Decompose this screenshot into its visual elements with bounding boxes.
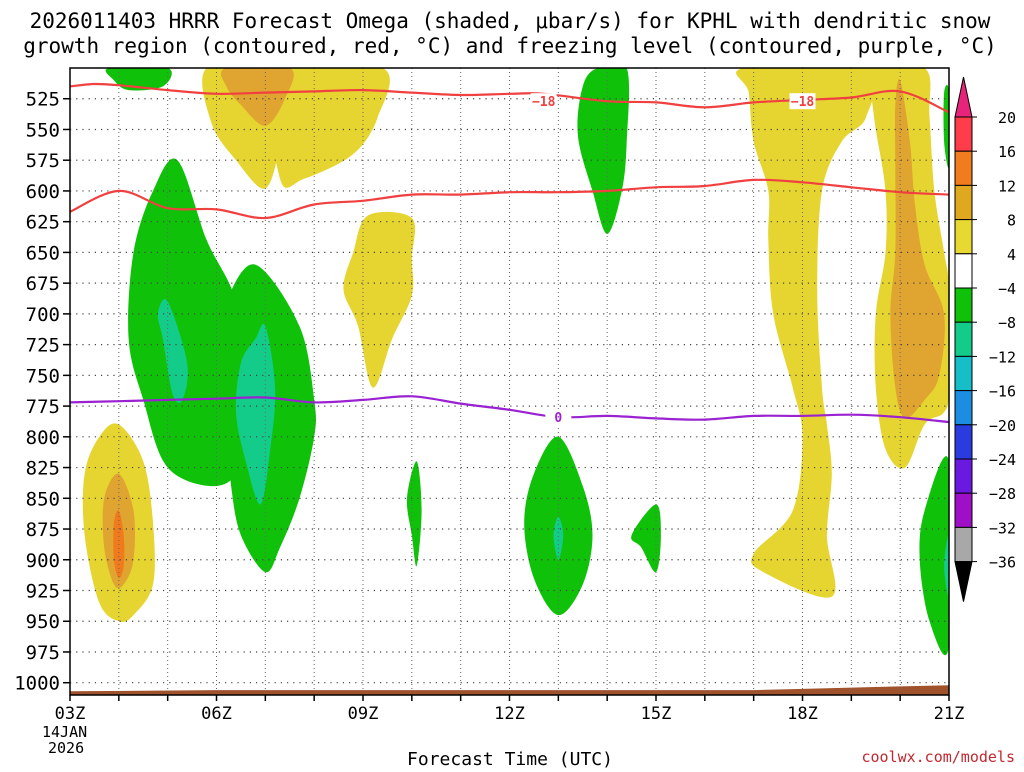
colorbar-segment [954, 219, 973, 255]
colorbar-segment [954, 390, 973, 426]
teal-05z [157, 299, 188, 403]
y-tick-label: 700 [26, 304, 60, 326]
green-14z [577, 68, 630, 234]
y-tick-label: 575 [26, 150, 60, 172]
x-tick-label: 18Z [787, 704, 818, 724]
contour-label: 0 [554, 411, 562, 426]
omega-shading [82, 68, 949, 656]
colorbar-segment [954, 150, 973, 186]
x-axis: 03Z 06Z 09Z 12Z 15Z 18Z 21Z [55, 695, 965, 724]
terrain-surface [70, 685, 949, 695]
colorbar-segment [954, 184, 973, 221]
colorbar-label: −16 [989, 383, 1016, 401]
colorbar-segment [954, 287, 973, 323]
contour-label: −18 [532, 95, 556, 110]
colorbar-segment [954, 321, 973, 357]
colorbar-under-arrow [954, 561, 973, 602]
colorbar-segment [954, 424, 973, 460]
colorbar: 20 16 12 8 4 −4 −8 −12 −16 −20 −24 −28 −32 −36 [954, 76, 1016, 602]
colorbar-label: 12 [998, 177, 1016, 195]
teal-21z-low [944, 534, 949, 598]
yellow-09z [343, 211, 416, 388]
contours: −18 −18 0 [70, 82, 949, 426]
credit-text: coolwx.com/models [861, 748, 1015, 766]
colorbar-label: −28 [989, 485, 1016, 503]
y-tick-label: 975 [26, 642, 60, 664]
terrain-layer [70, 685, 949, 695]
colorbar-label: 8 [1007, 212, 1016, 230]
y-tick-label: 900 [26, 550, 60, 572]
colorbar-label: −36 [989, 554, 1016, 572]
x-axis-label: Forecast Time (UTC) [407, 749, 613, 768]
contour-label: −18 [791, 95, 815, 110]
green-10z [406, 461, 422, 567]
contour-label-bg [530, 93, 557, 110]
yellow-top-07z [267, 68, 390, 188]
green-21z-low [919, 456, 949, 656]
teal-13z [553, 516, 564, 560]
colorbar-label: 16 [998, 143, 1016, 161]
colorbar-segment [954, 492, 973, 528]
colorbar-segment [954, 253, 973, 289]
green-21z-top [943, 84, 949, 169]
y-tick-label: 775 [26, 396, 60, 418]
y-tick-label: 550 [26, 119, 60, 141]
colorbar-label: −12 [989, 348, 1016, 366]
y-tick-label: 725 [26, 335, 60, 357]
colorbar-label: −8 [998, 314, 1016, 332]
colorbar-segment [954, 355, 973, 392]
colorbar-label: −24 [989, 451, 1016, 469]
date-line1: 14JAN [42, 723, 87, 741]
colorbar-segment [954, 116, 973, 152]
x-tick-label: 03Z [55, 704, 86, 724]
y-tick-label: 600 [26, 181, 60, 203]
y-tick-label: 650 [26, 242, 60, 264]
y-tick-label: 850 [26, 488, 60, 510]
x-tick-label: 06Z [201, 704, 232, 724]
x-tick-label: 15Z [641, 704, 672, 724]
y-tick-label: 825 [26, 458, 60, 480]
y-tick-label: 750 [26, 365, 60, 387]
y-tick-label: 675 [26, 273, 60, 295]
chart-title-line2: growth region (contoured, red, °C) and f… [23, 34, 997, 58]
x-tick-label: 09Z [348, 704, 379, 724]
chart-title-line1: 2026011403 HRRR Forecast Omega (shaded, … [30, 9, 991, 33]
contour-label-bg [545, 409, 572, 426]
freezing-level-0c [70, 395, 949, 424]
colorbar-segment [954, 526, 973, 563]
orange-20z [890, 78, 945, 419]
colorbar-label: −20 [989, 417, 1016, 435]
x-tick-label: 21Z [934, 704, 965, 724]
y-tick-label: 525 [26, 89, 60, 111]
y-tick-label: 1000 [14, 673, 60, 695]
yellow-18z [736, 68, 876, 598]
y-tick-label: 875 [26, 519, 60, 541]
colorbar-label: 4 [1007, 246, 1016, 264]
y-tick-label: 625 [26, 212, 60, 234]
contour-label-bg [789, 93, 816, 110]
x-tick-label: 12Z [494, 704, 525, 724]
dgz-bottom-minus12 [70, 178, 949, 220]
colorbar-label: −32 [989, 519, 1016, 537]
green-1530z [631, 504, 661, 573]
colorbar-label: −4 [998, 280, 1016, 298]
colorbar-segment [954, 458, 973, 494]
colorbar-label: 20 [998, 109, 1016, 127]
y-tick-label: 925 [26, 581, 60, 603]
orange-top-07z [220, 68, 294, 126]
y-axis: 525 550 575 600 625 650 675 700 725 750 775 800 825 8… [14, 89, 70, 695]
y-tick-label: 800 [26, 427, 60, 449]
y-tick-label: 950 [26, 611, 60, 633]
colorbar-over-arrow [954, 76, 973, 118]
date-line2: 2026 [48, 739, 84, 757]
